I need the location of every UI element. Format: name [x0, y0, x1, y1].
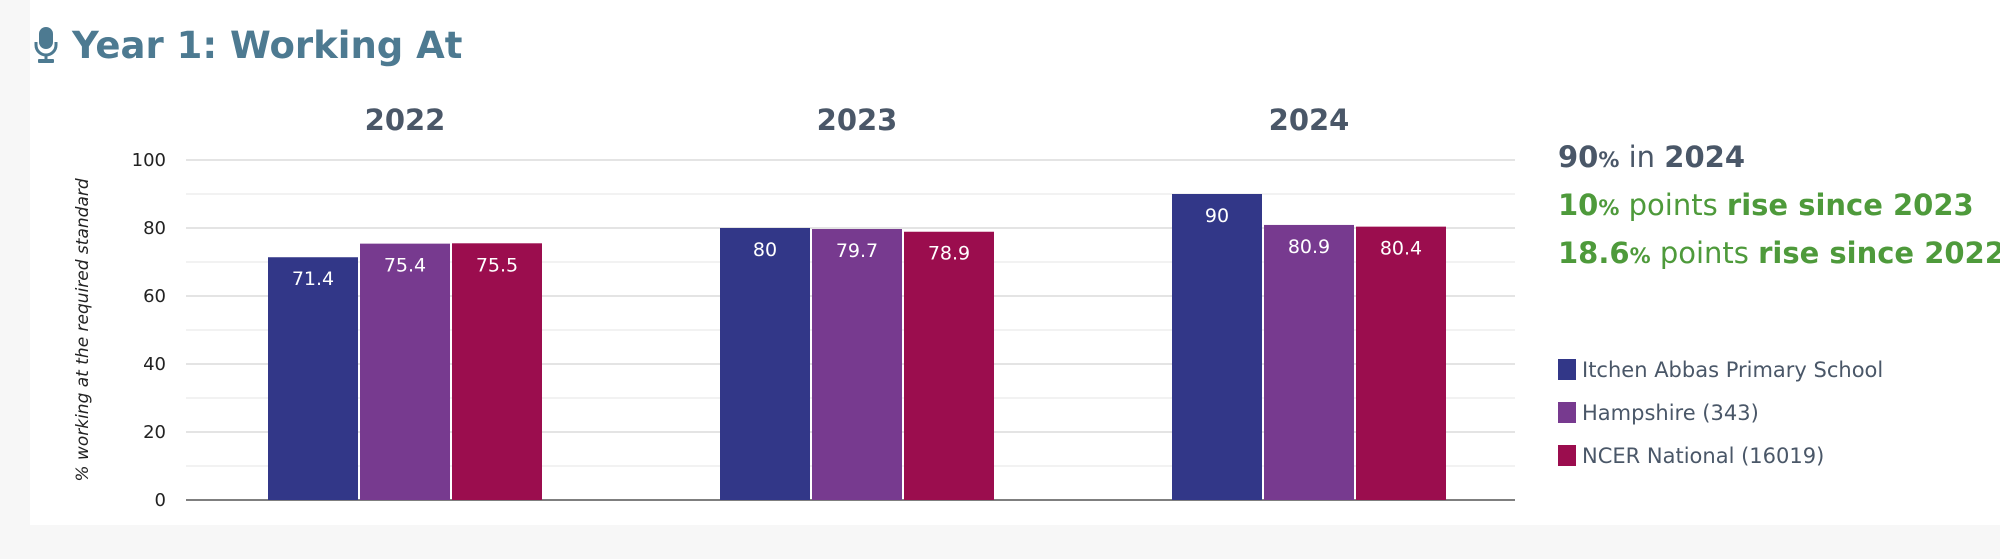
legend-swatch [1558, 402, 1576, 423]
bar [720, 228, 810, 500]
bar [452, 243, 542, 501]
data-label: 75.5 [476, 254, 518, 276]
data-label: 80.4 [1380, 238, 1422, 260]
data-label: 79.7 [836, 240, 878, 262]
bar [268, 257, 358, 500]
chart-legend: Itchen Abbas Primary School Hampshire (3… [1558, 348, 1883, 477]
data-label: 90 [1205, 205, 1229, 227]
data-label: 78.9 [928, 243, 970, 265]
legend-item-school: Itchen Abbas Primary School [1558, 348, 1883, 391]
title-text: Year 1: Working At [72, 23, 463, 67]
data-label: 71.4 [292, 268, 334, 290]
legend-swatch [1558, 359, 1576, 380]
page-title: Year 1: Working At [34, 20, 463, 70]
category-label: 2022 [365, 103, 446, 137]
y-tick-label: 100 [132, 150, 166, 171]
stat-2024: 90% in 2024 [1558, 140, 1745, 174]
bar [904, 231, 994, 501]
legend-swatch [1558, 445, 1576, 466]
stat-rise-2022: 18.6% points rise since 2022 [1558, 236, 2000, 270]
category-label: 2024 [1269, 103, 1350, 137]
category-label: 2023 [817, 103, 898, 137]
microphone-icon [34, 26, 58, 64]
legend-item-national: NCER National (16019) [1558, 434, 1883, 477]
data-label: 75.4 [384, 255, 426, 277]
y-tick-label: 40 [143, 354, 166, 375]
bar [1172, 194, 1262, 500]
bar [1356, 226, 1446, 500]
y-tick-label: 20 [143, 422, 166, 443]
bar [812, 229, 902, 500]
bar [1264, 224, 1354, 500]
y-tick-label: 60 [143, 286, 166, 307]
data-label: 80.9 [1288, 236, 1330, 258]
y-axis-label: % working at the required standard [73, 178, 93, 481]
y-tick-label: 0 [155, 490, 166, 511]
bar [360, 243, 450, 500]
legend-item-hampshire: Hampshire (343) [1558, 391, 1883, 434]
stat-rise-2023: 10% points rise since 2023 [1558, 188, 1974, 222]
y-tick-label: 80 [143, 218, 166, 239]
data-label: 80 [753, 239, 777, 261]
